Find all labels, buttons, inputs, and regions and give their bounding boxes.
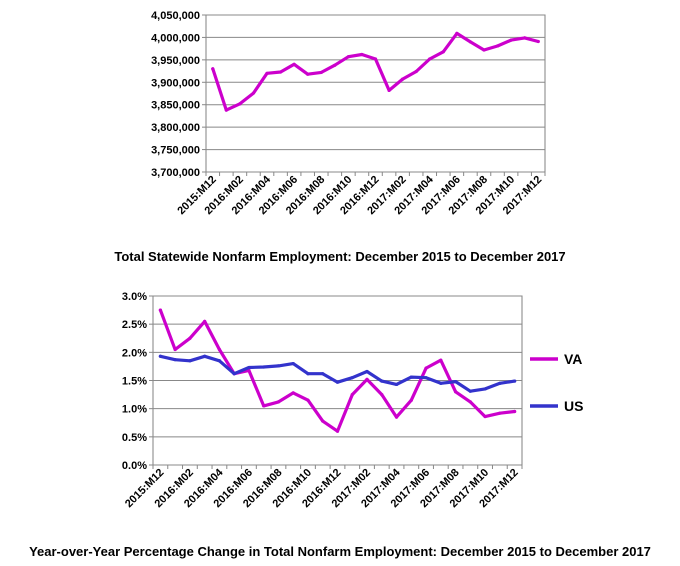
data-point — [247, 365, 251, 370]
data-point — [188, 359, 192, 363]
data-point — [414, 69, 418, 74]
data-point — [291, 362, 295, 366]
y-tick-label: 3,700,000 — [151, 167, 200, 179]
legend-label-va: VA — [564, 351, 582, 367]
series-line-va — [158, 308, 517, 433]
data-point — [536, 39, 540, 44]
data-point — [483, 414, 487, 419]
data-point — [321, 372, 325, 376]
data-point — [365, 369, 369, 374]
data-point — [483, 387, 487, 391]
data-point — [217, 359, 222, 363]
y-tick-label: 3,900,000 — [151, 77, 200, 89]
y-tick-label: 4,050,000 — [151, 10, 200, 22]
data-point — [350, 376, 354, 380]
data-point — [291, 391, 295, 395]
data-point — [203, 319, 207, 323]
data-point — [409, 375, 413, 379]
data-point — [335, 380, 340, 384]
y-tick-label: 1.5% — [122, 376, 147, 388]
data-point — [333, 63, 337, 67]
data-point — [158, 308, 162, 312]
data-point — [468, 400, 472, 404]
y-tick-label: 3.0% — [122, 291, 147, 303]
y-tick-label: 3,850,000 — [151, 100, 200, 112]
data-point — [278, 70, 283, 74]
data-point — [276, 400, 281, 404]
data-point — [203, 354, 207, 358]
data-point — [292, 62, 296, 66]
data-point — [251, 91, 256, 95]
y-tick-label: 3,950,000 — [151, 55, 200, 67]
data-point — [380, 392, 384, 397]
y-tick-label: 4,000,000 — [151, 32, 200, 44]
data-point — [439, 381, 443, 385]
chart-caption-employment: Total Statewide Nonfarm Employment: Dece… — [114, 249, 566, 264]
data-point — [350, 392, 354, 397]
data-point — [513, 409, 517, 414]
data-point — [224, 108, 228, 112]
y-tick-label: 2.0% — [122, 347, 147, 359]
data-point — [428, 57, 432, 61]
series-line-us — [158, 354, 517, 393]
data-point — [523, 36, 527, 40]
y-tick-label: 0.5% — [122, 432, 147, 444]
data-point — [394, 415, 399, 419]
data-point — [409, 398, 413, 402]
data-point — [513, 379, 517, 383]
data-point — [306, 372, 310, 376]
data-point — [439, 358, 443, 362]
data-point — [468, 389, 472, 393]
data-point — [498, 411, 502, 415]
data-point — [455, 31, 459, 35]
data-point — [306, 398, 310, 402]
data-point — [453, 380, 458, 384]
data-point — [306, 72, 310, 76]
data-point — [380, 379, 384, 383]
data-point — [173, 347, 177, 352]
data-point — [188, 336, 192, 340]
data-point — [468, 40, 473, 44]
data-point — [238, 102, 242, 106]
data-point — [498, 381, 502, 385]
data-point — [495, 44, 500, 48]
data-point — [401, 77, 405, 81]
y-tick-label: 3,800,000 — [151, 122, 200, 134]
data-point — [173, 358, 177, 362]
data-point — [365, 377, 369, 381]
chart-caption-percent-change: Year-over-Year Percentage Change in Tota… — [29, 544, 651, 559]
percent-change-chart: 0.0%0.5%1.0%1.5%2.0%2.5%3.0%2015:M122016… — [122, 291, 584, 510]
data-point — [346, 55, 350, 59]
y-tick-label: 0.0% — [122, 460, 147, 472]
y-tick-label: 2.5% — [122, 319, 147, 331]
data-point — [441, 50, 445, 54]
data-point — [276, 364, 281, 368]
data-point — [509, 38, 513, 42]
data-point — [360, 52, 364, 57]
y-tick-label: 1.0% — [122, 404, 147, 416]
data-point — [424, 376, 428, 380]
data-point — [247, 368, 251, 372]
data-point — [394, 382, 399, 387]
data-point — [482, 48, 486, 52]
employment-chart: 3,700,000 3,750,000 3,800,000 3,850,000 3,90… — [151, 10, 546, 217]
data-point — [373, 57, 378, 61]
data-point — [453, 390, 458, 394]
data-point — [211, 67, 215, 71]
data-point — [424, 366, 428, 370]
data-point — [265, 71, 269, 75]
data-point — [387, 88, 391, 92]
data-point — [262, 365, 266, 369]
y-tick-label: 3,750,000 — [151, 145, 200, 157]
data-point — [335, 429, 340, 433]
data-point — [319, 70, 323, 75]
legend-label-us: US — [564, 398, 583, 414]
data-point — [321, 419, 325, 423]
data-point — [262, 404, 266, 408]
data-point — [232, 372, 236, 376]
data-point — [158, 354, 162, 358]
data-point — [217, 347, 222, 352]
